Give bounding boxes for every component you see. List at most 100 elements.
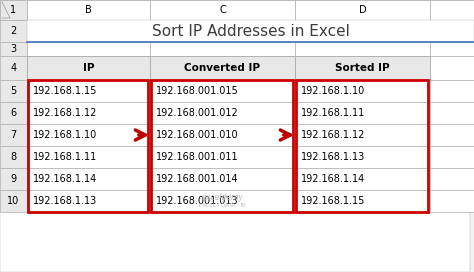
Bar (430, 102, 474, 124)
Bar (150, 42, 295, 56)
Text: 192.168.1.11: 192.168.1.11 (301, 108, 365, 118)
Text: Sort IP Addresses in Excel: Sort IP Addresses in Excel (152, 23, 349, 39)
Text: 192.168.1.14: 192.168.1.14 (33, 174, 97, 184)
Text: Converted IP: Converted IP (184, 63, 261, 73)
Bar (295, 124, 430, 146)
Bar (0, 190, 27, 212)
Text: 7: 7 (10, 130, 17, 140)
Bar (0, 0, 27, 20)
Bar (430, 0, 474, 20)
Bar (430, 20, 474, 42)
Text: 6: 6 (10, 108, 17, 118)
Bar (0, 124, 27, 146)
Text: 192.168.1.15: 192.168.1.15 (301, 196, 365, 206)
Text: 1: 1 (10, 5, 17, 15)
Bar (27, 42, 150, 56)
Text: 3: 3 (10, 44, 17, 54)
Text: 192.168.001.010: 192.168.001.010 (156, 130, 238, 140)
Bar (295, 190, 430, 212)
Bar (0, 0, 27, 20)
Bar (297, 80, 428, 212)
Bar (430, 56, 474, 80)
Bar (0, 102, 27, 124)
Bar (295, 56, 430, 80)
Bar (27, 0, 150, 20)
Bar (150, 0, 295, 20)
Bar (27, 0, 150, 20)
Bar (430, 124, 474, 146)
Bar (150, 168, 295, 190)
Bar (295, 42, 430, 56)
Bar (295, 80, 430, 102)
Text: 192.168.001.014: 192.168.001.014 (156, 174, 238, 184)
Text: C: C (219, 5, 226, 15)
Bar (27, 0, 150, 20)
Bar (430, 190, 474, 212)
Bar (0, 56, 27, 80)
Bar (27, 168, 150, 190)
Text: 4: 4 (10, 63, 17, 73)
Bar (27, 20, 474, 42)
Text: Sorted IP: Sorted IP (335, 63, 390, 73)
Bar (150, 102, 295, 124)
Text: 5: 5 (10, 86, 17, 96)
Text: 192.168.1.10: 192.168.1.10 (33, 130, 97, 140)
Bar (295, 56, 430, 80)
Text: 192.168.1.10: 192.168.1.10 (301, 86, 365, 96)
Bar (152, 80, 293, 212)
Text: 192.168.1.12: 192.168.1.12 (33, 108, 97, 118)
Bar (27, 80, 150, 102)
Bar (295, 0, 430, 20)
Text: 2: 2 (10, 26, 17, 36)
Bar (0, 168, 27, 190)
Bar (27, 56, 150, 80)
Text: 192.168.1.13: 192.168.1.13 (33, 196, 97, 206)
Text: 192.168.1.11: 192.168.1.11 (33, 152, 97, 162)
Bar (150, 190, 295, 212)
Text: 192.168.001.015: 192.168.001.015 (156, 86, 239, 96)
Bar (150, 0, 295, 20)
Text: D: D (359, 5, 366, 15)
Bar (150, 80, 295, 102)
Bar (150, 0, 295, 20)
Bar (295, 0, 430, 20)
Text: B: B (85, 5, 92, 15)
Text: 192.168.1.15: 192.168.1.15 (33, 86, 97, 96)
Text: IP: IP (83, 63, 94, 73)
Text: 192.168.001.011: 192.168.001.011 (156, 152, 238, 162)
Text: 192.168.1.14: 192.168.1.14 (301, 174, 365, 184)
Bar (0, 20, 27, 42)
Bar (430, 146, 474, 168)
Bar (295, 20, 430, 42)
Text: 192.168.001.012: 192.168.001.012 (156, 108, 239, 118)
Text: 192.168.1.12: 192.168.1.12 (301, 130, 365, 140)
Bar (150, 56, 295, 80)
Bar (430, 0, 474, 20)
Bar (27, 124, 150, 146)
Bar (150, 146, 295, 168)
Text: 192.168.1.13: 192.168.1.13 (301, 152, 365, 162)
Bar (295, 0, 430, 20)
Bar (150, 124, 295, 146)
Bar (27, 20, 150, 42)
Text: 8: 8 (10, 152, 17, 162)
Text: 10: 10 (8, 196, 19, 206)
Bar (295, 168, 430, 190)
Bar (430, 42, 474, 56)
Text: EXCEL · DATA · BI: EXCEL · DATA · BI (199, 203, 246, 208)
Bar (28, 80, 148, 212)
Bar (0, 80, 27, 102)
Bar (0, 146, 27, 168)
Text: exceldemy: exceldemy (201, 193, 244, 202)
Bar (150, 56, 295, 80)
Bar (430, 168, 474, 190)
Bar (295, 102, 430, 124)
Text: 9: 9 (10, 174, 17, 184)
Bar (27, 56, 150, 80)
Text: 192.168.001.013: 192.168.001.013 (156, 196, 238, 206)
Bar (430, 80, 474, 102)
Bar (27, 146, 150, 168)
Bar (150, 20, 295, 42)
Bar (27, 190, 150, 212)
Bar (0, 42, 27, 56)
